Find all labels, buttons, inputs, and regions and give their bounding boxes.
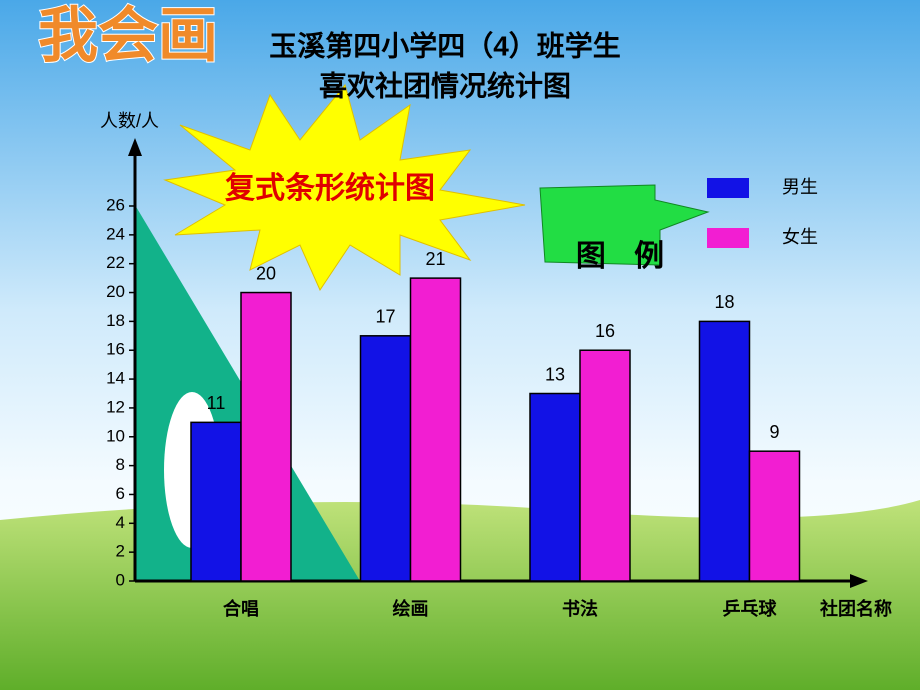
y-tick-label: 24 — [106, 224, 125, 243]
starburst — [163, 83, 526, 292]
y-tick-label: 10 — [106, 426, 125, 445]
legend-swatch — [707, 178, 749, 198]
y-tick-label: 0 — [116, 570, 125, 589]
bar — [409, 277, 462, 582]
y-tick-label: 18 — [106, 311, 125, 330]
badge: 我会画 — [38, 2, 218, 69]
y-tick-label: 16 — [106, 340, 125, 359]
y-tick-label: 26 — [106, 195, 125, 214]
x-tick-label: 乒乓球 — [723, 599, 778, 619]
value-label: 17 — [375, 307, 395, 327]
bar — [240, 291, 292, 582]
y-tick-label: 12 — [106, 397, 125, 416]
y-arrow — [128, 138, 142, 156]
x-tick-label: 绘画 — [393, 598, 429, 619]
x-tick-label: 书法 — [562, 598, 598, 619]
y-tick-label: 2 — [116, 542, 125, 561]
bar — [579, 349, 631, 582]
x-axis-label: 社团名称 — [820, 598, 892, 619]
bar — [698, 320, 751, 582]
value-label: 20 — [256, 263, 276, 283]
x-arrow — [850, 574, 868, 588]
legend-title: 图 例 — [576, 240, 674, 273]
legend-swatch — [707, 228, 749, 248]
bar — [359, 335, 412, 582]
y-tick-label: 20 — [106, 282, 125, 301]
value-label: 16 — [595, 321, 615, 341]
x-tick-label: 合唱 — [223, 598, 259, 619]
y-tick-label: 6 — [116, 484, 125, 503]
value-label: 21 — [425, 249, 445, 269]
annotation: 复式条形统计图 — [225, 171, 435, 205]
legend-label: 女生 — [782, 227, 818, 247]
value-label: 11 — [207, 393, 226, 413]
y-tick-label: 8 — [116, 455, 125, 474]
title-line: 喜欢社团情况统计图 — [319, 69, 571, 101]
value-label: 18 — [714, 292, 734, 312]
y-tick-label: 4 — [116, 513, 125, 532]
legend-arrow — [539, 184, 710, 266]
y-tick-label: 22 — [106, 253, 125, 272]
value-label: 9 — [769, 422, 779, 442]
bar — [190, 421, 242, 582]
value-label: 13 — [545, 364, 565, 384]
legend-label: 男生 — [782, 177, 818, 197]
title-line: 玉溪第四小学四（4）班学生 — [269, 29, 621, 61]
y-axis-label: 人数/人 — [100, 111, 159, 131]
bar — [529, 392, 581, 582]
y-tick-label: 14 — [106, 369, 125, 388]
bar — [748, 450, 801, 582]
